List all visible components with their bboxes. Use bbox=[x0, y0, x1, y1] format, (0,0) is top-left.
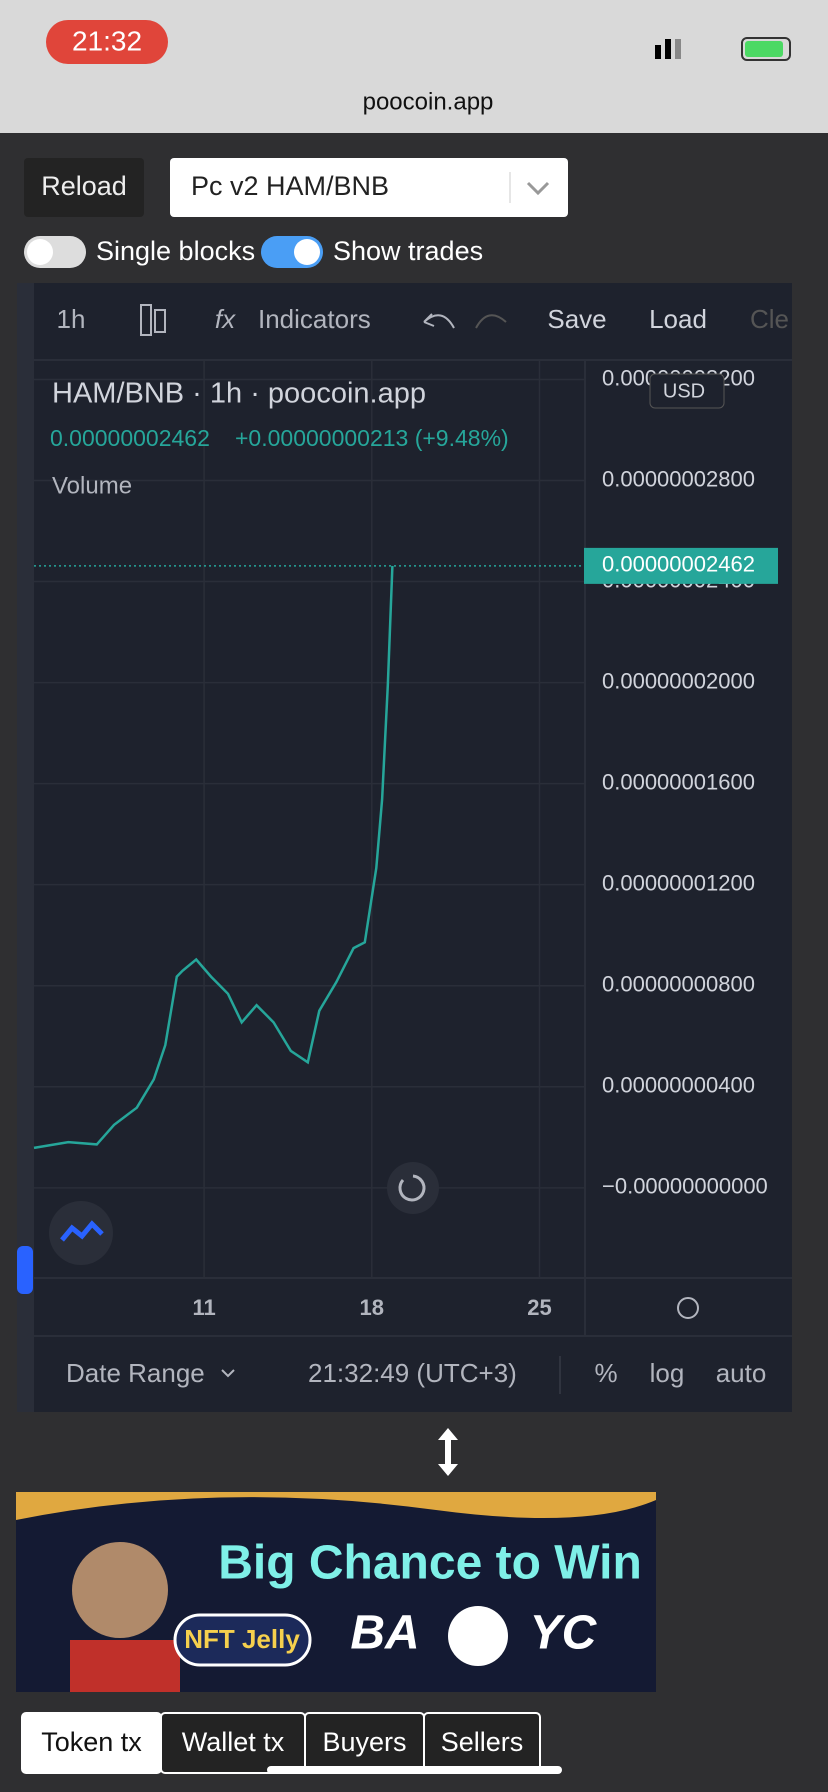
reload-button[interactable] bbox=[24, 158, 144, 217]
undo[interactable] bbox=[423, 313, 455, 329]
last-price-tag bbox=[584, 547, 778, 584]
banner-right: YC bbox=[530, 1607, 598, 1660]
knob bbox=[294, 239, 320, 265]
ape bbox=[72, 1542, 168, 1638]
chevron bbox=[526, 181, 550, 196]
tab-label: Wallet tx bbox=[182, 1727, 285, 1757]
time-pill bbox=[46, 20, 168, 64]
y-tick-label: 0.00000001600 bbox=[602, 769, 755, 794]
time: 21:32 bbox=[72, 25, 142, 56]
last-value: 0.00000002462 bbox=[50, 425, 210, 451]
ape-icon bbox=[448, 1606, 508, 1666]
headline: Big Chance to Win bbox=[218, 1537, 642, 1590]
load[interactable]: Load bbox=[649, 304, 707, 334]
logo bbox=[60, 1220, 104, 1242]
settings-icon[interactable] bbox=[677, 1297, 699, 1319]
brand-pill bbox=[173, 1613, 312, 1667]
chart: −0.00000000000 0.00000000400 0.00000000800… bbox=[33, 360, 792, 1336]
y-tick-label: 0.00000002000 bbox=[602, 668, 755, 693]
battery-level bbox=[745, 41, 783, 57]
save[interactable]: Save bbox=[547, 304, 606, 334]
interval[interactable]: 1h bbox=[57, 304, 86, 334]
candle-icon bbox=[154, 309, 166, 333]
clear[interactable]: Cle bbox=[750, 304, 789, 334]
brand: NFT Jelly bbox=[184, 1624, 300, 1654]
auto[interactable]: auto bbox=[716, 1358, 767, 1388]
candle-icon[interactable] bbox=[140, 304, 152, 336]
signal bbox=[675, 39, 681, 59]
y-tick-label: 0.00000001200 bbox=[602, 870, 755, 895]
x-tick-label: 25 bbox=[527, 1295, 551, 1320]
x-tick-label: 18 bbox=[360, 1295, 384, 1320]
side-strip bbox=[17, 283, 34, 1412]
pair-label: Pc v2 HAM/BNB bbox=[191, 171, 389, 201]
home-indicator bbox=[267, 1766, 562, 1774]
redo[interactable] bbox=[475, 314, 507, 329]
currency-button[interactable] bbox=[649, 373, 725, 409]
resize-arrow[interactable] bbox=[438, 1428, 458, 1476]
pair-select[interactable] bbox=[170, 158, 568, 217]
banner-swoosh bbox=[16, 1492, 656, 1520]
x-tick-label: 11 bbox=[192, 1295, 215, 1320]
tab-label: Token tx bbox=[41, 1727, 142, 1757]
y-tick-label: 0.00000002800 bbox=[602, 466, 755, 491]
side-handle[interactable] bbox=[17, 1246, 33, 1294]
y-tick-label: 0.00000000800 bbox=[602, 972, 755, 997]
tabs: Token tx Wallet tx Buyers Sellers bbox=[21, 1712, 541, 1774]
currency: USD bbox=[663, 380, 705, 402]
clock: 21:32:49 (UTC+3) bbox=[308, 1358, 517, 1388]
signal bbox=[665, 39, 671, 59]
volume-label: Volume bbox=[52, 472, 132, 499]
url[interactable]: poocoin.app bbox=[363, 88, 494, 115]
price-line bbox=[33, 565, 394, 1150]
ape-shirt bbox=[70, 1640, 180, 1692]
tab-label: Buyers bbox=[322, 1727, 406, 1757]
last-price-label: 0.00000002462 bbox=[602, 552, 755, 577]
banner-left: BA bbox=[350, 1607, 419, 1660]
percent[interactable]: % bbox=[594, 1358, 617, 1388]
chart-panel bbox=[17, 283, 792, 1412]
chevron bbox=[221, 1369, 235, 1378]
date-range[interactable]: Date Range bbox=[66, 1358, 205, 1388]
reset-button[interactable] bbox=[387, 1162, 439, 1214]
reset-icon bbox=[398, 1174, 426, 1202]
chart-title: HAM/BNB · 1h · poocoin.app bbox=[52, 378, 426, 410]
log[interactable]: log bbox=[650, 1358, 685, 1388]
fx-icon: fx bbox=[215, 304, 236, 334]
indicators[interactable]: Indicators bbox=[258, 304, 371, 334]
reload-label: Reload bbox=[41, 171, 127, 201]
show-trades: Show trades bbox=[333, 236, 483, 266]
knob bbox=[27, 239, 53, 265]
y-tick-label: −0.00000000000 bbox=[602, 1174, 768, 1199]
signal bbox=[655, 45, 661, 59]
change: +0.00000000213 (+9.48%) bbox=[235, 425, 509, 451]
single-blocks: Single blocks bbox=[96, 236, 255, 266]
y-tick-label: 0.00000000400 bbox=[602, 1073, 755, 1098]
battery bbox=[741, 37, 791, 61]
tab-label: Sellers bbox=[441, 1727, 524, 1757]
